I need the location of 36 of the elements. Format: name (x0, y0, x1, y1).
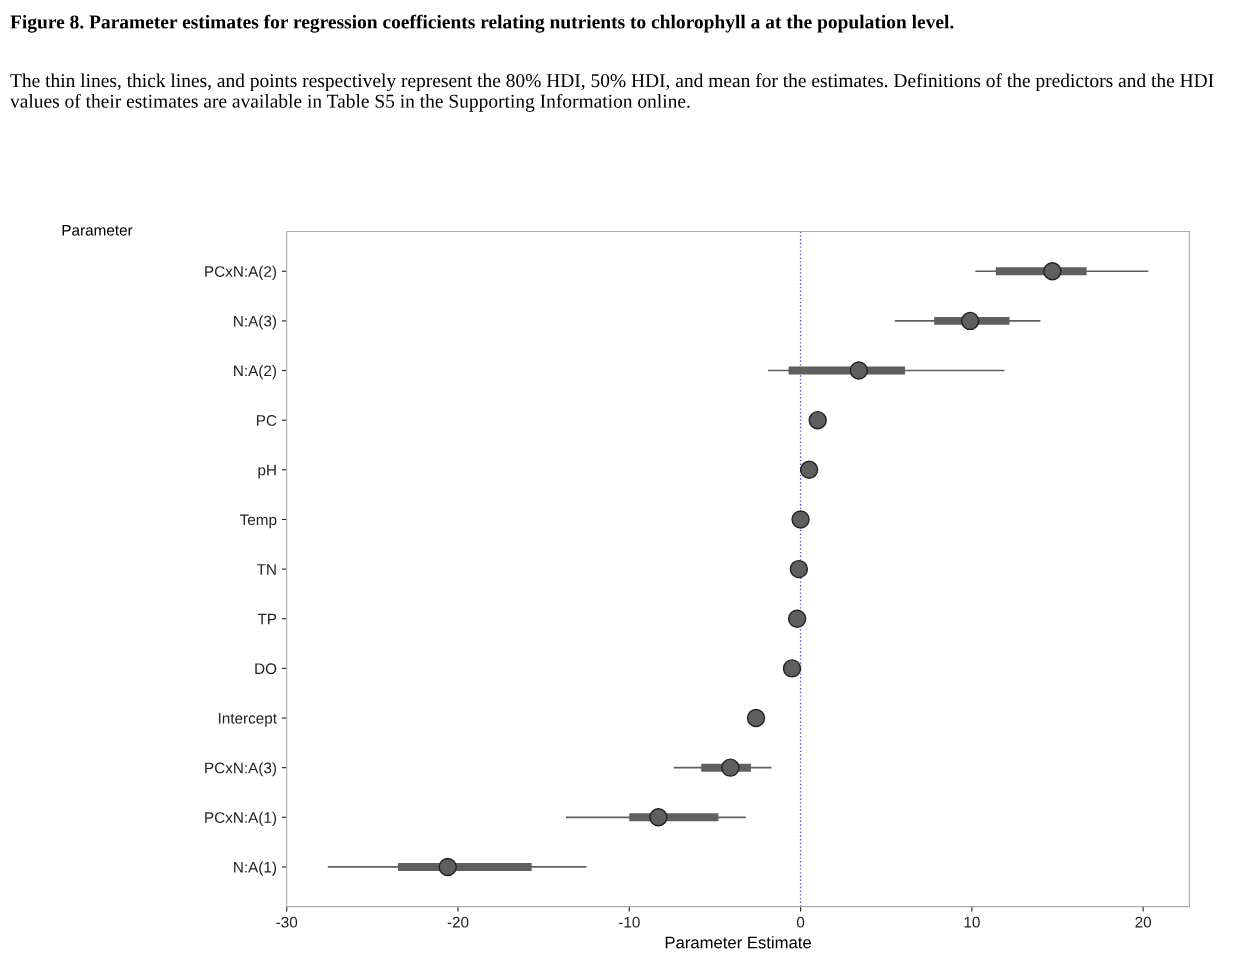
x-tick-label: 0 (796, 916, 805, 928)
point (849, 361, 869, 380)
point (649, 808, 668, 827)
y-tick-label: DO (255, 663, 277, 675)
x-tick-label: 10 (964, 916, 980, 928)
point (746, 708, 766, 728)
chart-subtitle: The thin lines, thick lines, and points respectively represent the 80% HDI, 50% HDI, and mean for the estimates. Definitions of the predictors and the HDI values of their estimates are available in Table S5 in the Supporting Information online. (10, 73, 1214, 112)
y-tick-label: N:A(1) (234, 861, 277, 876)
point (721, 758, 740, 777)
x-tick-label: -20 (447, 916, 469, 928)
y-tick-label: PCxN:A(2) (205, 265, 277, 280)
x-tick-label: -30 (276, 916, 298, 928)
y-tick-label: TP (257, 613, 277, 625)
point (791, 510, 810, 529)
y-axis-title: Parameter (62, 224, 133, 236)
point (787, 609, 807, 628)
point (438, 857, 457, 877)
x-tick-label: 20 (1135, 916, 1152, 928)
point (1043, 262, 1062, 281)
y-tick-label: PCxN:A(1) (205, 811, 277, 826)
x-tick-label: -10 (618, 916, 640, 928)
chart-title: Figure 8. Parameter estimates for regression coefficients relating nutrients to chlorophyll a at the population level. (10, 14, 954, 33)
x-axis-title: Parameter Estimate (665, 936, 811, 949)
y-tick-label: PC (257, 415, 277, 426)
point (808, 410, 827, 430)
point (799, 460, 819, 480)
y-tick-label: Temp (239, 514, 277, 529)
y-tick-label: PCxN:A(3) (205, 762, 277, 777)
point (960, 311, 980, 331)
point (782, 659, 802, 678)
y-tick-label: pH (258, 464, 276, 479)
point (789, 559, 809, 579)
y-tick-label: N:A(3) (234, 315, 277, 330)
y-tick-label: TN (256, 564, 276, 575)
y-tick-label: Intercept (218, 713, 277, 727)
y-tick-label: N:A(2) (234, 365, 277, 380)
